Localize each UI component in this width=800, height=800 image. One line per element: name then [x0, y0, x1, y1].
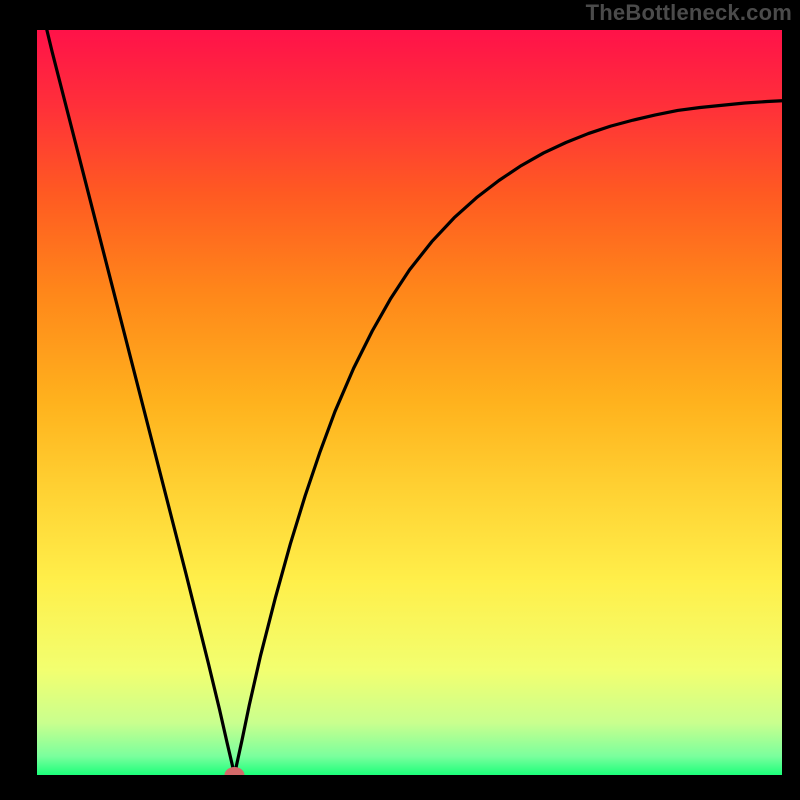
curve-layer	[37, 30, 782, 775]
bottleneck-curve	[37, 30, 782, 775]
minimum-marker	[224, 767, 244, 775]
watermark-text: TheBottleneck.com	[586, 0, 792, 26]
plot-area	[37, 30, 782, 775]
chart-container: TheBottleneck.com	[0, 0, 800, 800]
